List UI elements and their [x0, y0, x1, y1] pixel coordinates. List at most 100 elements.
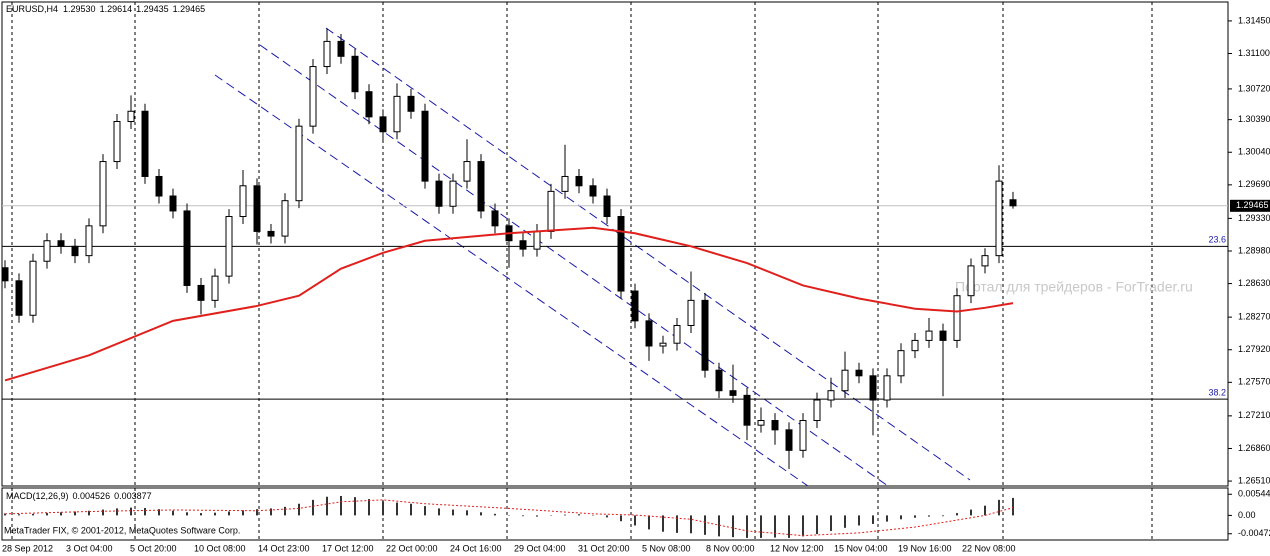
candle-body	[953, 295, 961, 341]
open-value: 1.29530	[63, 4, 96, 14]
candle-body	[71, 245, 79, 257]
candle-body	[911, 339, 919, 352]
y-tick-label: 1.29330	[1238, 213, 1270, 223]
y-tick-label: 1.30720	[1238, 83, 1270, 93]
y-tick-label: 1.30390	[1238, 114, 1270, 124]
candle-body	[239, 185, 247, 218]
x-tick-label: 12 Nov 12:00	[770, 543, 824, 553]
x-tick-label: 5 Nov 08:00	[642, 543, 691, 553]
candle-body	[295, 125, 303, 202]
x-tick-label: 5 Oct 20:00	[130, 543, 177, 553]
macd-tick-label: 0.005446	[1238, 489, 1270, 499]
candle-body	[939, 330, 947, 341]
y-tick-label: 1.29690	[1238, 179, 1270, 189]
candle-body	[883, 375, 891, 401]
candle-body	[729, 390, 737, 396]
candle-body	[99, 161, 107, 227]
candle-body	[127, 110, 135, 123]
symbol-header: EURUSD,H4 1.29530 1.29614 1.29435 1.29465	[6, 4, 205, 14]
macd-signal	[4, 499, 1014, 537]
candle-body	[813, 399, 821, 422]
y-tick-label: 1.30040	[1238, 147, 1270, 157]
candle-body	[267, 230, 275, 237]
candle-body	[925, 330, 933, 341]
macd-header: MACD(12,26,9) 0.004526 0.003877	[6, 491, 152, 501]
candle-body	[281, 200, 289, 237]
candle-body	[715, 369, 723, 392]
symbol: EURUSD,H4	[6, 4, 58, 14]
y-tick-label: 1.31450	[1238, 15, 1270, 25]
candle-body	[337, 40, 345, 57]
candle-body	[589, 185, 597, 197]
candle-body	[687, 299, 695, 327]
macd-title: MACD(12,26,9)	[6, 491, 69, 501]
candle-body	[351, 55, 359, 93]
x-tick-label: 22 Nov 08:00	[962, 543, 1016, 553]
candle-body	[197, 284, 205, 301]
y-tick-label: 1.28630	[1238, 278, 1270, 288]
copyright: MetaTrader FIX, © 2001-2012, MetaQuotes …	[4, 525, 240, 535]
x-tick-label: 15 Nov 04:00	[834, 543, 888, 553]
regression-channel	[214, 27, 971, 487]
candle-body	[547, 190, 555, 232]
candle-body	[575, 175, 583, 187]
x-tick-label: 17 Oct 12:00	[322, 543, 374, 553]
candle-body	[869, 375, 877, 401]
candle-body	[533, 230, 541, 250]
y-tick-label: 1.27210	[1238, 410, 1270, 420]
y-tick-label: 1.26860	[1238, 443, 1270, 453]
candle-body	[421, 110, 429, 182]
macd-value: 0.004526	[73, 491, 111, 501]
candle-body	[141, 110, 149, 177]
macd-pane	[1, 487, 1229, 541]
macd-tick-label: 0.00	[1238, 510, 1256, 520]
candle-body	[365, 91, 373, 118]
candle-body	[995, 180, 1003, 257]
signal-value: 0.003877	[114, 491, 152, 501]
candle-body	[29, 260, 37, 316]
candle-body	[211, 275, 219, 301]
candle-body	[771, 420, 779, 431]
fib-label: 38.2	[1208, 387, 1226, 397]
x-tick-label: 19 Nov 16:00	[898, 543, 952, 553]
moving-average	[4, 226, 1014, 382]
candle-body	[15, 280, 23, 316]
x-tick-label: 10 Oct 08:00	[194, 543, 246, 553]
candle-body	[743, 394, 751, 426]
x-tick-label: 24 Oct 16:00	[450, 543, 502, 553]
candle-body	[477, 161, 485, 212]
y-tick-label: 1.31100	[1238, 48, 1270, 58]
candle-body	[897, 350, 905, 377]
candle-body	[491, 210, 499, 227]
candle-body	[603, 195, 611, 218]
candle-body	[463, 161, 471, 182]
candle-body	[435, 180, 443, 207]
candle-body	[449, 180, 457, 207]
candle-body	[967, 265, 975, 297]
x-tick-label: 14 Oct 23:00	[258, 543, 310, 553]
y-tick-label: 1.28270	[1238, 311, 1270, 321]
candle-body	[183, 210, 191, 286]
macd-tick-label: -0.004726	[1238, 528, 1270, 538]
candle-body	[85, 225, 93, 257]
close-value: 1.29465	[173, 4, 206, 14]
x-tick-label: 8 Nov 00:00	[706, 543, 755, 553]
x-tick-label: 22 Oct 00:00	[386, 543, 438, 553]
candle-body	[617, 216, 625, 292]
candle-body	[519, 240, 527, 250]
fib-label: 23.6	[1208, 235, 1226, 245]
y-tick-label: 1.27570	[1238, 377, 1270, 387]
x-tick-label: 31 Oct 20:00	[578, 543, 630, 553]
candle-body	[673, 325, 681, 344]
main-pane	[1, 1, 1229, 487]
candle-body	[799, 420, 807, 451]
y-tick-label: 1.27920	[1238, 344, 1270, 354]
price-box	[1230, 199, 1270, 212]
high-value: 1.29614	[100, 4, 133, 14]
candle-body	[785, 429, 793, 451]
candle-body	[1, 267, 9, 282]
watermark: Портал для трейдеров - ForTrader.ru	[955, 279, 1193, 295]
candle-body	[701, 299, 709, 371]
x-tick-label: 28 Sep 2012	[2, 543, 53, 553]
